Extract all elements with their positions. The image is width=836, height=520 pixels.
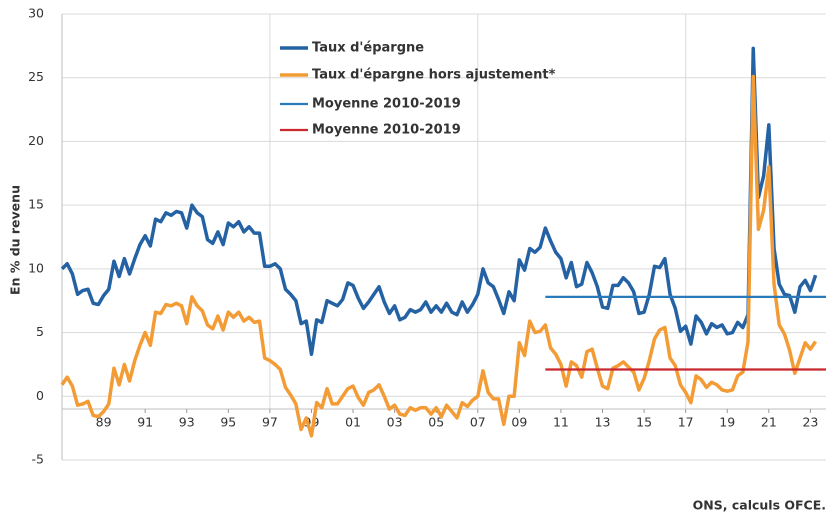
legend-label: Taux d'épargne — [312, 41, 424, 56]
y-tick-label: 20 — [28, 133, 44, 148]
y-tick-label: 10 — [28, 260, 44, 275]
legend-label: Moyenne 2010-2019 — [312, 123, 461, 138]
x-tick-label: 03 — [387, 415, 403, 430]
x-tick-label: 05 — [428, 415, 444, 430]
x-tick-label: 89 — [96, 415, 112, 430]
x-tick-label: 13 — [595, 415, 611, 430]
x-tick-label: 17 — [678, 415, 694, 430]
legend-label: Taux d'épargne hors ajustement* — [312, 68, 556, 83]
legend-label: Moyenne 2010-2019 — [312, 97, 461, 112]
x-tick-label: 01 — [345, 415, 361, 430]
source: ONS, calculs OFCE. — [693, 498, 826, 513]
y-axis-label: En % du revenu — [8, 185, 23, 295]
y-tick-label: 30 — [28, 6, 44, 21]
series-line — [60, 74, 818, 438]
x-tick-label: 11 — [553, 415, 569, 430]
y-tick-label: 15 — [28, 197, 44, 212]
x-tick-label: 95 — [220, 415, 236, 430]
x-tick-label: 19 — [719, 415, 735, 430]
y-tick-label: 0 — [36, 388, 44, 403]
x-tick-label: 93 — [179, 415, 195, 430]
x-tick-label: 23 — [802, 415, 818, 430]
x-tick-label: 21 — [761, 415, 777, 430]
x-tick-label: 09 — [511, 415, 527, 430]
x-tick-label: 91 — [137, 415, 153, 430]
x-tick-label: 07 — [470, 415, 486, 430]
y-tick-label: 25 — [28, 69, 44, 84]
y-tick-label: -5 — [32, 452, 44, 467]
series-line — [60, 46, 818, 356]
x-tick-label: 15 — [636, 415, 652, 430]
y-tick-label: 5 — [36, 324, 44, 339]
x-tick-label: 97 — [262, 415, 278, 430]
